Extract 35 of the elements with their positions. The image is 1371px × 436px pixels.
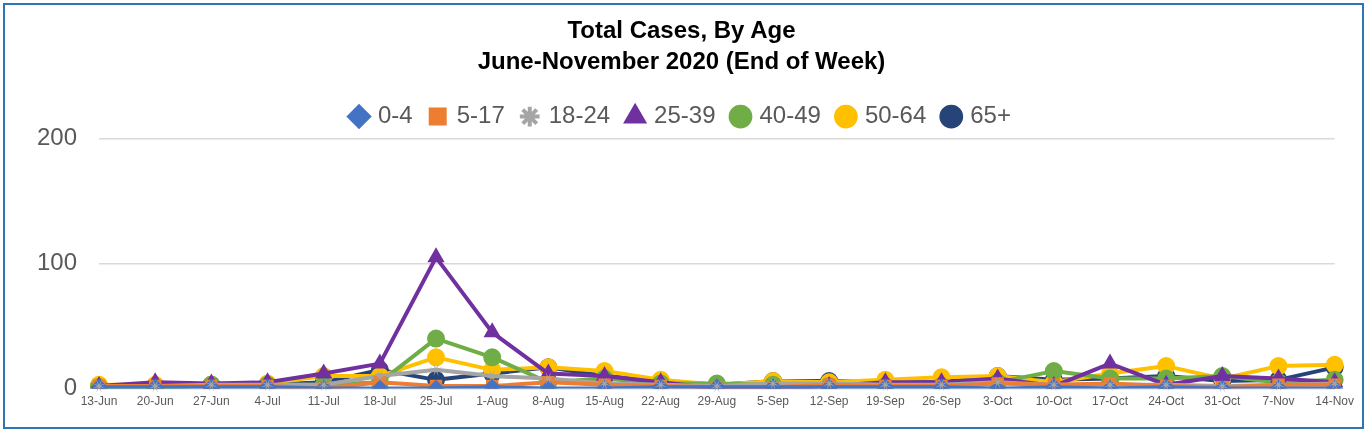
x-tick-label: 27-Jun [193, 394, 230, 409]
x-tick-label: 26-Sep [922, 394, 962, 409]
y-tick-label: 0 [63, 373, 78, 401]
x-tick-label: 1-Aug [476, 394, 509, 409]
x-tick-label: 13-Jun [80, 394, 118, 409]
chart-title: Total Cases, By Age [567, 16, 796, 44]
y-tick-label: 100 [37, 248, 78, 276]
legend-label: 25-39 [654, 101, 716, 129]
chart-subtitle: June-November 2020 (End of Week) [477, 46, 886, 74]
y-tick-label: 200 [37, 123, 78, 151]
x-tick-label: 24-Oct [1148, 394, 1185, 409]
x-tick-label: 11-Jul [307, 394, 340, 409]
legend-label: 40-49 [759, 101, 821, 129]
x-tick-label: 18-Jul [363, 394, 397, 409]
legend-label: 65+ [970, 101, 1011, 129]
x-tick-label: 8-Aug [532, 394, 565, 409]
x-tick-label: 3-Oct [983, 394, 1013, 409]
x-tick-label: 12-Sep [809, 394, 849, 409]
x-tick-label: 31-Oct [1204, 394, 1241, 409]
x-tick-label: 19-Sep [865, 394, 906, 409]
legend-label: 50-64 [864, 101, 927, 129]
x-tick-label: 10-Oct [1035, 394, 1073, 409]
legend-label: 18-24 [548, 101, 611, 129]
x-tick-label: 20-Jun [136, 394, 174, 409]
x-tick-label: 4-Jul [254, 394, 281, 409]
x-tick-label: 14-Nov [1315, 394, 1354, 409]
legend-label: 0-4 [378, 101, 413, 129]
x-tick-label: 5-Sep [757, 394, 790, 409]
x-tick-label: 25-Jul [419, 394, 453, 409]
x-tick-label: 15-Aug [585, 394, 624, 409]
x-tick-label: 22-Aug [641, 394, 681, 409]
legend-label: 5-17 [456, 101, 505, 129]
x-tick-label: 17-Oct [1091, 394, 1129, 409]
x-tick-label: 29-Aug [697, 394, 737, 409]
x-tick-label: 7-Nov [1262, 394, 1295, 409]
